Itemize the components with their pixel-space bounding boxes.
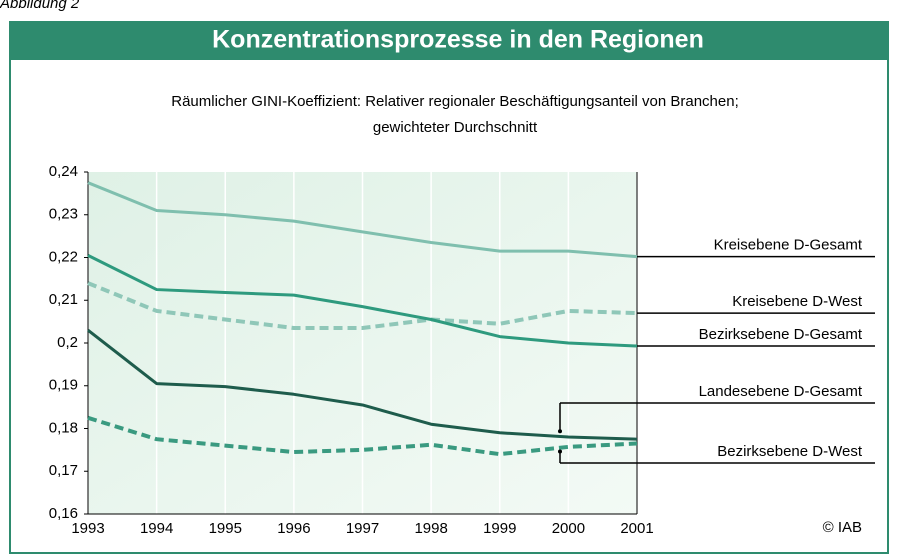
title-bar — [10, 22, 888, 60]
legend-label: Bezirksebene D-West — [717, 443, 863, 460]
y-tick-label: 0,2 — [57, 334, 78, 351]
caption: Abbildung 2 — [0, 0, 80, 12]
series-line — [87, 328, 638, 441]
series-line — [87, 281, 638, 331]
legend-label: Bezirksebene D-Gesamt — [699, 326, 863, 343]
x-tick-label: 2001 — [620, 520, 653, 537]
x-tick-label: 1997 — [346, 520, 379, 537]
series-line — [87, 181, 638, 259]
x-tick-label: 1999 — [483, 520, 516, 537]
subtitle: gewichteter Durchschnitt — [373, 119, 538, 136]
y-tick-label: 0,16 — [49, 505, 78, 522]
subtitle: Räumlicher GINI-Koeffizient: Relativer r… — [171, 93, 739, 110]
series-line — [87, 254, 638, 348]
y-tick-label: 0,18 — [49, 419, 78, 436]
leader-dot — [558, 429, 562, 434]
x-tick-label: 1994 — [140, 520, 173, 537]
y-tick-label: 0,22 — [49, 248, 78, 265]
legend-label: Kreisebene D-West — [732, 293, 863, 310]
annotation: © IAB — [823, 519, 862, 536]
y-tick-label: 0,23 — [49, 206, 78, 223]
y-tick-label: 0,24 — [49, 163, 78, 180]
x-tick-label: 2000 — [552, 520, 585, 537]
x-tick-label: 1995 — [209, 520, 242, 537]
x-tick-label: 1998 — [414, 520, 447, 537]
x-tick-label: 1996 — [277, 520, 310, 537]
y-tick-label: 0,17 — [49, 462, 78, 479]
legend-label: Kreisebene D-Gesamt — [714, 237, 863, 254]
y-tick-label: 0,19 — [49, 377, 78, 394]
x-tick-label: 1993 — [71, 520, 104, 537]
leader-dot — [558, 449, 562, 454]
y-tick-label: 0,21 — [49, 291, 78, 308]
series-line — [87, 415, 638, 457]
chart-title: Konzentrationsprozesse in den Regionen — [212, 26, 704, 54]
legend-label: Landesebene D-Gesamt — [699, 383, 863, 400]
